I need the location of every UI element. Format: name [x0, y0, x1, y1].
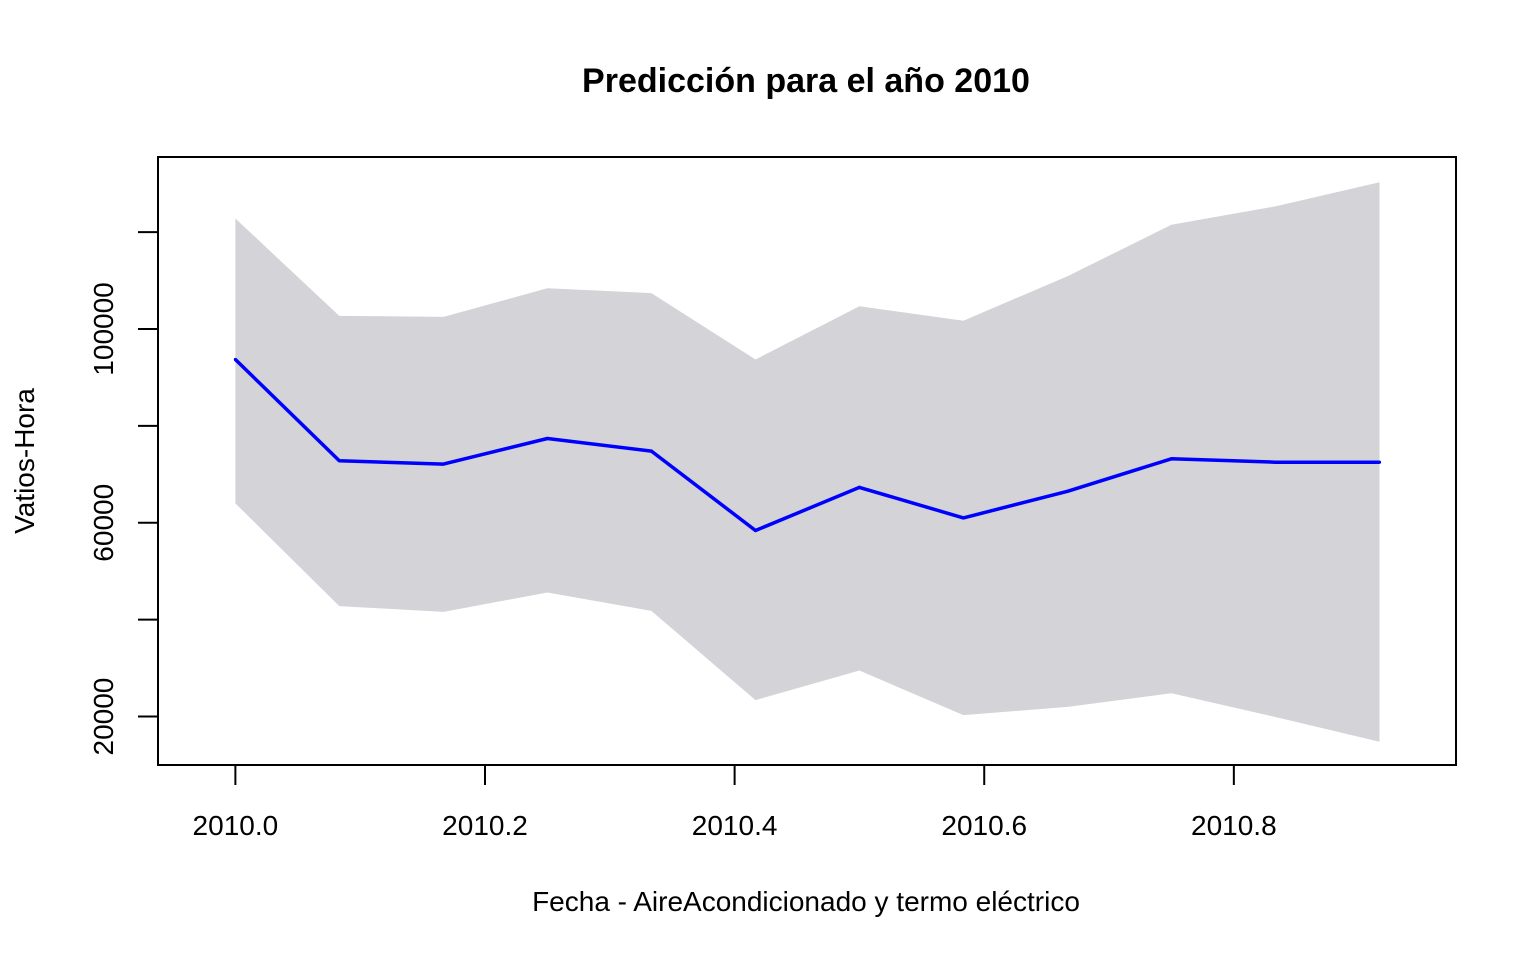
- forecast-point: [649, 449, 654, 453]
- interval-band: [235, 182, 1380, 742]
- x-tick-label: 2010.4: [692, 810, 778, 841]
- x-tick-label: 2010.6: [941, 810, 1027, 841]
- y-axis-label: Vatios-Hora: [9, 388, 40, 534]
- forecast-point: [545, 436, 550, 441]
- forecast-line: [234, 358, 1380, 533]
- forecast-point: [1273, 460, 1277, 464]
- x-axis-label: Fecha - AireAcondicionado y termo eléctr…: [532, 886, 1080, 917]
- forecast-point: [337, 459, 341, 463]
- y-tick-label: 60000: [88, 484, 119, 562]
- forecast-point: [233, 357, 237, 362]
- x-tick-label: 2010.0: [193, 810, 279, 841]
- forecast-point: [753, 528, 758, 533]
- y-tick-label: 20000: [88, 678, 119, 756]
- forecast-point: [961, 516, 966, 520]
- y-axis: 20000 60000 100000: [88, 231, 159, 756]
- x-axis: 2010.0 2010.2 2010.4 2010.6 2010.8: [193, 764, 1277, 841]
- forecast-point: [1169, 457, 1173, 461]
- y-tick-label: 100000: [88, 282, 119, 375]
- forecast-point: [857, 485, 862, 489]
- forecast-series: [233, 357, 1382, 533]
- prediction-interval: [235, 182, 1380, 742]
- forecast-point: [1065, 489, 1070, 493]
- chart-title: Predicción para el año 2010: [582, 62, 1030, 100]
- x-tick-label: 2010.2: [442, 810, 528, 841]
- forecast-point: [441, 462, 445, 466]
- forecast-point: [1377, 460, 1382, 464]
- x-tick-label: 2010.8: [1191, 810, 1277, 841]
